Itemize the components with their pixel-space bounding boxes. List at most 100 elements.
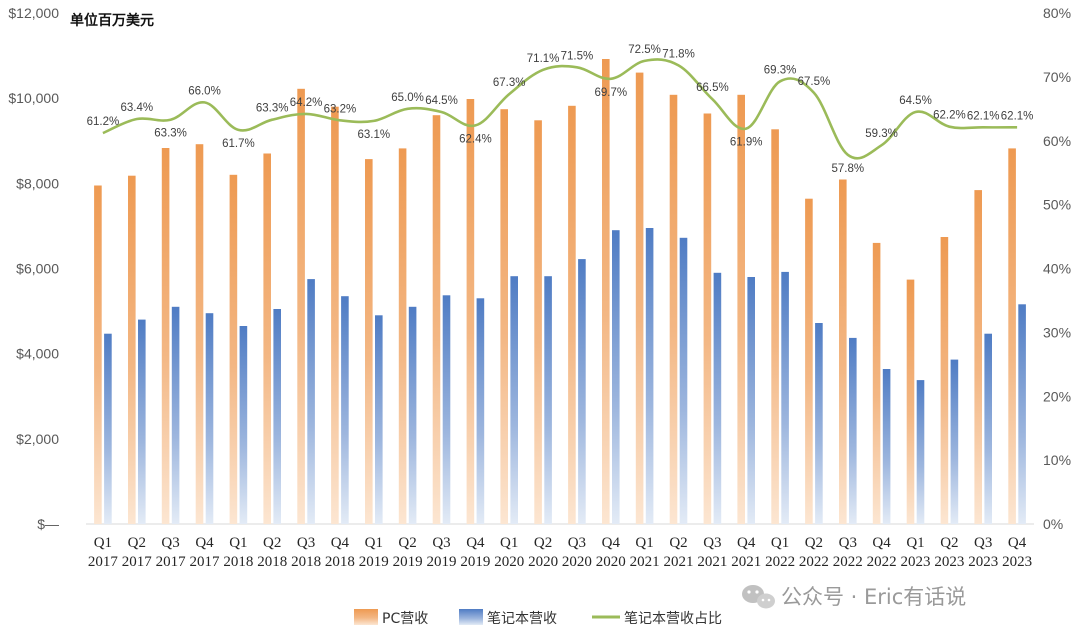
y-right-tick-label: 40% <box>1043 261 1071 277</box>
notebook-revenue-bar <box>341 296 349 524</box>
share-data-label: 63.2% <box>324 103 357 115</box>
notebook-revenue-bar <box>781 271 789 524</box>
x-tick-year: 2021 <box>664 554 694 570</box>
legend-swatch-pc-revenue <box>354 609 378 625</box>
x-tick-year: 2023 <box>1002 554 1032 570</box>
notebook-revenue-bar <box>950 359 959 524</box>
x-tick-year: 2018 <box>325 554 355 570</box>
y-right-tick-label: 30% <box>1043 324 1071 340</box>
x-tick-year: 2022 <box>799 554 829 570</box>
x-tick-year: 2023 <box>901 554 931 570</box>
watermark: 公众号 · Eric有话说 <box>742 585 966 609</box>
notebook-revenue-bar <box>882 369 891 524</box>
x-tick-year: 2019 <box>393 554 423 570</box>
x-tick-quarter: Q4 <box>466 535 485 551</box>
share-data-label: 66.0% <box>188 85 221 97</box>
pc-revenue-bar <box>669 94 678 525</box>
pc-revenue-bar <box>602 59 610 524</box>
x-tick-year: 2020 <box>562 554 592 570</box>
y-right-tick-label: 70% <box>1043 69 1071 85</box>
pc-revenue-bar <box>128 175 136 524</box>
pc-revenue-bar <box>703 113 712 524</box>
x-tick-year: 2017 <box>156 554 187 570</box>
notebook-revenue-bar <box>916 380 925 524</box>
share-data-label: 63.3% <box>154 128 187 140</box>
y-left-tick-label: $10,000 <box>8 90 59 106</box>
notebook-revenue-bar <box>171 306 180 524</box>
share-data-label: 69.3% <box>764 64 797 76</box>
share-data-label: 63.3% <box>256 103 289 115</box>
pc-revenue-bar <box>161 148 170 524</box>
notebook-revenue-bar <box>307 279 315 524</box>
notebook-revenue-bar <box>205 313 214 524</box>
y-left-tick-label: $6,000 <box>16 261 59 277</box>
x-tick-quarter: Q2 <box>128 535 146 551</box>
x-tick-year: 2020 <box>528 554 558 570</box>
right-axis: 0% 10% 20% 30% 40% 50% 60% 70% 80% <box>1043 5 1071 532</box>
notebook-revenue-bar <box>1018 304 1026 524</box>
pc-revenue-bar <box>1008 148 1016 524</box>
x-tick-quarter: Q4 <box>195 535 214 551</box>
x-tick-quarter: Q3 <box>432 535 450 551</box>
x-tick-year: 2019 <box>460 554 490 570</box>
x-tick-year: 2018 <box>291 554 321 570</box>
legend-label-notebook-share: 笔记本营收占比 <box>624 611 722 627</box>
pc-revenue-bar <box>771 129 779 525</box>
notebook-revenue-bar <box>104 333 112 524</box>
pc-revenue-bar <box>263 153 271 524</box>
notebook-revenue-bars <box>104 228 1026 525</box>
y-right-tick-label: 10% <box>1043 452 1071 468</box>
y-right-tick-label: 20% <box>1043 388 1071 404</box>
pc-revenue-bar <box>839 179 847 524</box>
x-tick-quarter: Q1 <box>94 535 112 551</box>
x-tick-quarter: Q1 <box>771 535 789 551</box>
watermark-text: 公众号 · Eric有话说 <box>781 585 966 609</box>
notebook-revenue-bar <box>984 333 992 524</box>
share-data-label: 59.3% <box>865 128 898 140</box>
notebook-revenue-bar <box>408 306 417 524</box>
share-data-label: 64.2% <box>290 97 323 109</box>
share-data-label: 65.0% <box>391 92 424 104</box>
notebook-revenue-bar <box>645 228 654 524</box>
share-data-label: 57.8% <box>831 163 864 175</box>
pc-revenue-bar <box>297 88 305 525</box>
notebook-revenue-bar <box>239 326 248 524</box>
x-tick-quarter: Q3 <box>703 535 721 551</box>
pc-revenue-bar <box>568 105 576 525</box>
x-tick-quarter: Q3 <box>568 535 586 551</box>
share-data-label: 72.5% <box>628 44 661 56</box>
notebook-revenue-bar <box>544 276 552 524</box>
y-right-tick-label: 60% <box>1043 133 1071 149</box>
x-tick-quarter: Q4 <box>602 535 621 551</box>
pc-revenue-bar <box>466 99 475 524</box>
y-left-tick-label: $12,000 <box>8 5 59 21</box>
x-tick-quarter: Q4 <box>872 535 891 551</box>
share-data-label: 63.4% <box>120 102 153 114</box>
x-tick-quarter: Q3 <box>297 535 315 551</box>
pc-revenue-bar <box>365 159 373 524</box>
notebook-share-labels: 61.2%63.4%63.3%66.0%61.7%63.3% 64.2%63.2%… <box>87 44 1034 175</box>
wechat-icon <box>742 585 775 609</box>
x-tick-quarter: Q1 <box>906 535 924 551</box>
x-tick-year: 2023 <box>934 554 964 570</box>
notebook-revenue-bar <box>815 323 823 524</box>
pc-revenue-bar <box>872 242 881 524</box>
pc-revenue-bar <box>398 148 407 524</box>
legend-label-pc-revenue: PC营收 <box>382 611 428 627</box>
pc-revenue-bars <box>94 59 1016 525</box>
share-data-label: 69.7% <box>594 87 627 99</box>
left-axis: $— $2,000 $4,000 $6,000 $8,000 $10,000 $12,000 <box>8 5 59 532</box>
x-tick-year: 2017 <box>88 554 119 570</box>
x-tick-quarter: Q2 <box>263 535 281 551</box>
share-data-label: 64.5% <box>899 95 932 107</box>
x-tick-quarter: Q4 <box>331 535 350 551</box>
x-tick-year: 2020 <box>494 554 524 570</box>
x-tick-year: 2017 <box>122 554 153 570</box>
share-data-label: 63.1% <box>357 129 390 141</box>
pc-revenue-bar <box>195 144 204 524</box>
share-data-label: 64.5% <box>425 95 458 107</box>
x-tick-quarter: Q1 <box>229 535 247 551</box>
x-tick-quarter: Q1 <box>365 535 383 551</box>
x-tick-year: 2021 <box>697 554 727 570</box>
x-tick-quarter: Q3 <box>839 535 857 551</box>
